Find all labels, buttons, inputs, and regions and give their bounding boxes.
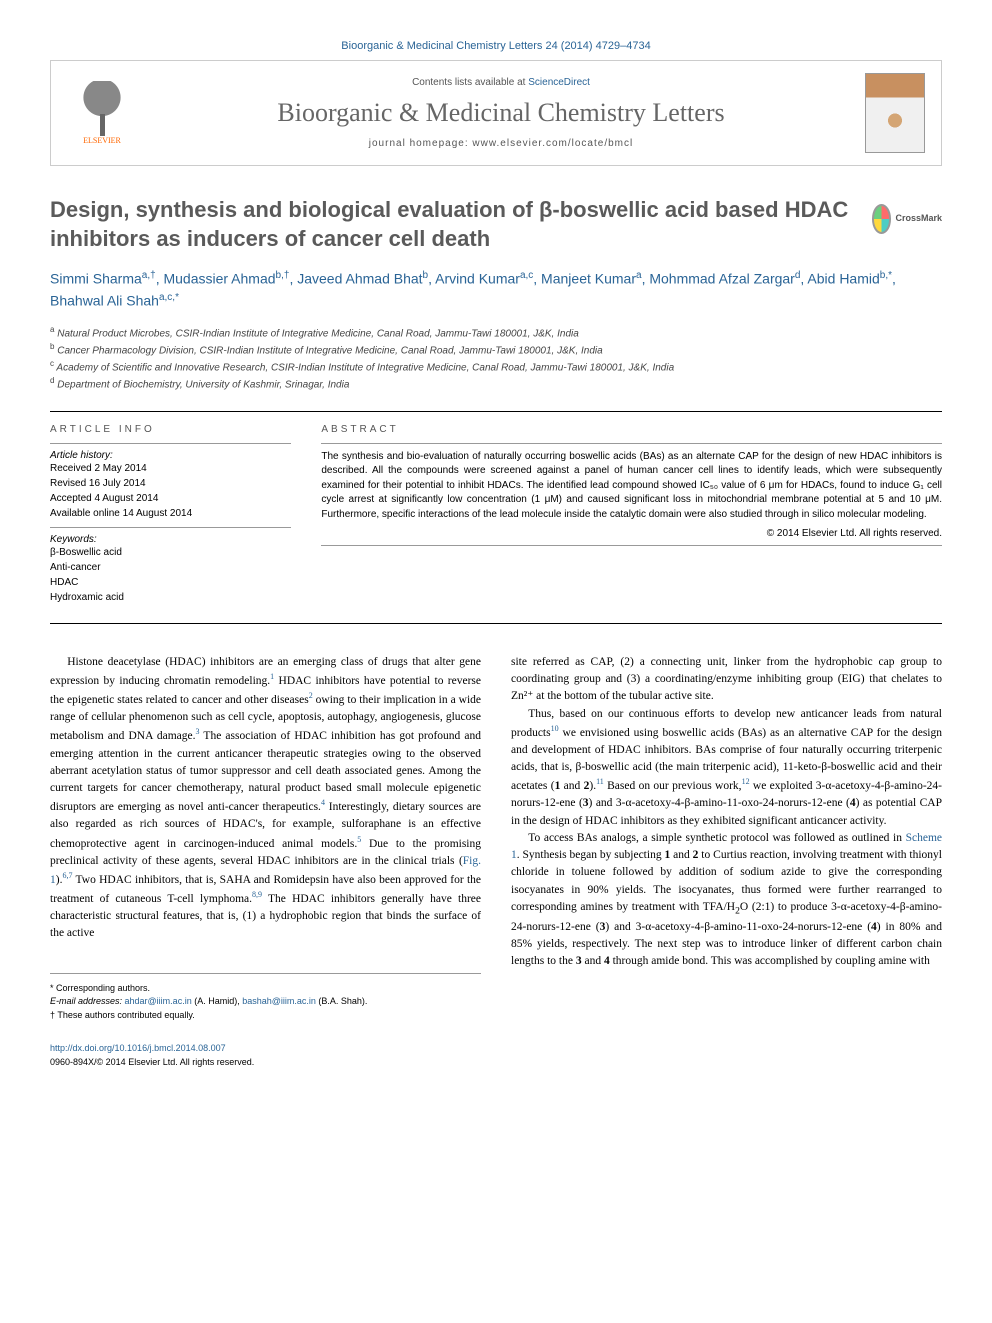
journal-header-box: ELSEVIER Contents lists available at Sci… xyxy=(50,60,942,166)
body-paragraph: Histone deacetylase (HDAC) inhibitors ar… xyxy=(50,654,481,943)
homepage-prefix: journal homepage: xyxy=(369,138,473,149)
crossmark-icon xyxy=(872,204,891,234)
affiliation-item: c Academy of Scientific and Innovative R… xyxy=(50,358,942,375)
journal-homepage: journal homepage: www.elsevier.com/locat… xyxy=(137,138,865,149)
article-info-heading: ARTICLE INFO xyxy=(50,424,291,435)
email-label: E-mail addresses: xyxy=(50,996,125,1006)
equal-contribution-note: † These authors contributed equally. xyxy=(50,1009,481,1023)
doi-link[interactable]: http://dx.doi.org/10.1016/j.bmcl.2014.08… xyxy=(50,1042,942,1056)
body-column-right: site referred as CAP, (2) a connecting u… xyxy=(511,654,942,1022)
history-item: Available online 14 August 2014 xyxy=(50,506,291,521)
elsevier-tree-icon xyxy=(77,81,127,136)
history-item: Received 2 May 2014 xyxy=(50,461,291,476)
citation-line: Bioorganic & Medicinal Chemistry Letters… xyxy=(50,40,942,52)
body-paragraph: Thus, based on our continuous efforts to… xyxy=(511,706,942,830)
email-1-name: (A. Hamid), xyxy=(192,996,243,1006)
keyword-item: Hydroxamic acid xyxy=(50,590,291,605)
crossmark-label: CrossMark xyxy=(895,213,942,225)
info-abstract-row: ARTICLE INFO Article history: Received 2… xyxy=(50,424,942,605)
history-label: Article history: xyxy=(50,450,291,461)
journal-name: Bioorganic & Medicinal Chemistry Letters xyxy=(137,98,865,128)
history-item: Revised 16 July 2014 xyxy=(50,476,291,491)
email-2-name: (B.A. Shah). xyxy=(316,996,368,1006)
affiliations-list: a Natural Product Microbes, CSIR-Indian … xyxy=(50,324,942,393)
contents-line: Contents lists available at ScienceDirec… xyxy=(137,77,865,88)
sciencedirect-link[interactable]: ScienceDirect xyxy=(528,77,590,88)
authors-list: Simmi Sharmaa,†, Mudassier Ahmadb,†, Jav… xyxy=(50,268,942,311)
corresponding-note: * Corresponding authors. xyxy=(50,982,481,996)
section-divider xyxy=(50,411,942,412)
abstract-heading: ABSTRACT xyxy=(321,424,942,435)
doi-section: http://dx.doi.org/10.1016/j.bmcl.2014.08… xyxy=(50,1042,942,1069)
info-sub-divider xyxy=(50,443,291,444)
abstract-panel: ABSTRACT The synthesis and bio-evaluatio… xyxy=(321,424,942,605)
section-divider-2 xyxy=(50,623,942,624)
email-1[interactable]: ahdar@iiim.ac.in xyxy=(125,996,192,1006)
info-sub-divider-2 xyxy=(50,527,291,528)
body-columns: Histone deacetylase (HDAC) inhibitors ar… xyxy=(50,654,942,1022)
article-info-panel: ARTICLE INFO Article history: Received 2… xyxy=(50,424,291,605)
crossmark-badge[interactable]: CrossMark xyxy=(872,201,942,236)
elsevier-logo: ELSEVIER xyxy=(67,73,137,153)
history-item: Accepted 4 August 2014 xyxy=(50,491,291,506)
body-paragraph: site referred as CAP, (2) a connecting u… xyxy=(511,654,942,706)
affiliation-item: a Natural Product Microbes, CSIR-Indian … xyxy=(50,324,942,341)
issn-copyright: 0960-894X/© 2014 Elsevier Ltd. All right… xyxy=(50,1056,942,1070)
abstract-text: The synthesis and bio-evaluation of natu… xyxy=(321,450,942,523)
title-text: Design, synthesis and biological evaluat… xyxy=(50,197,848,251)
email-2[interactable]: bashah@iiim.ac.in xyxy=(242,996,316,1006)
journal-cover-thumbnail xyxy=(865,73,925,153)
body-paragraph: To access BAs analogs, a simple syntheti… xyxy=(511,830,942,970)
abstract-sub-divider-2 xyxy=(321,545,942,546)
keyword-item: Anti-cancer xyxy=(50,560,291,575)
homepage-url[interactable]: www.elsevier.com/locate/bmcl xyxy=(472,138,633,149)
footer-corresponding: * Corresponding authors. E-mail addresse… xyxy=(50,973,481,1023)
affiliation-item: b Cancer Pharmacology Division, CSIR-Ind… xyxy=(50,341,942,358)
header-center: Contents lists available at ScienceDirec… xyxy=(137,77,865,149)
keyword-item: HDAC xyxy=(50,575,291,590)
keywords-label: Keywords: xyxy=(50,534,291,545)
abstract-copyright: © 2014 Elsevier Ltd. All rights reserved… xyxy=(321,528,942,539)
article-title: Design, synthesis and biological evaluat… xyxy=(50,196,942,253)
keyword-item: β-Boswellic acid xyxy=(50,545,291,560)
email-line: E-mail addresses: ahdar@iiim.ac.in (A. H… xyxy=(50,995,481,1009)
abstract-sub-divider xyxy=(321,443,942,444)
body-column-left: Histone deacetylase (HDAC) inhibitors ar… xyxy=(50,654,481,1022)
affiliation-item: d Department of Biochemistry, University… xyxy=(50,375,942,392)
contents-prefix: Contents lists available at xyxy=(412,77,528,88)
publisher-name: ELSEVIER xyxy=(83,136,121,145)
